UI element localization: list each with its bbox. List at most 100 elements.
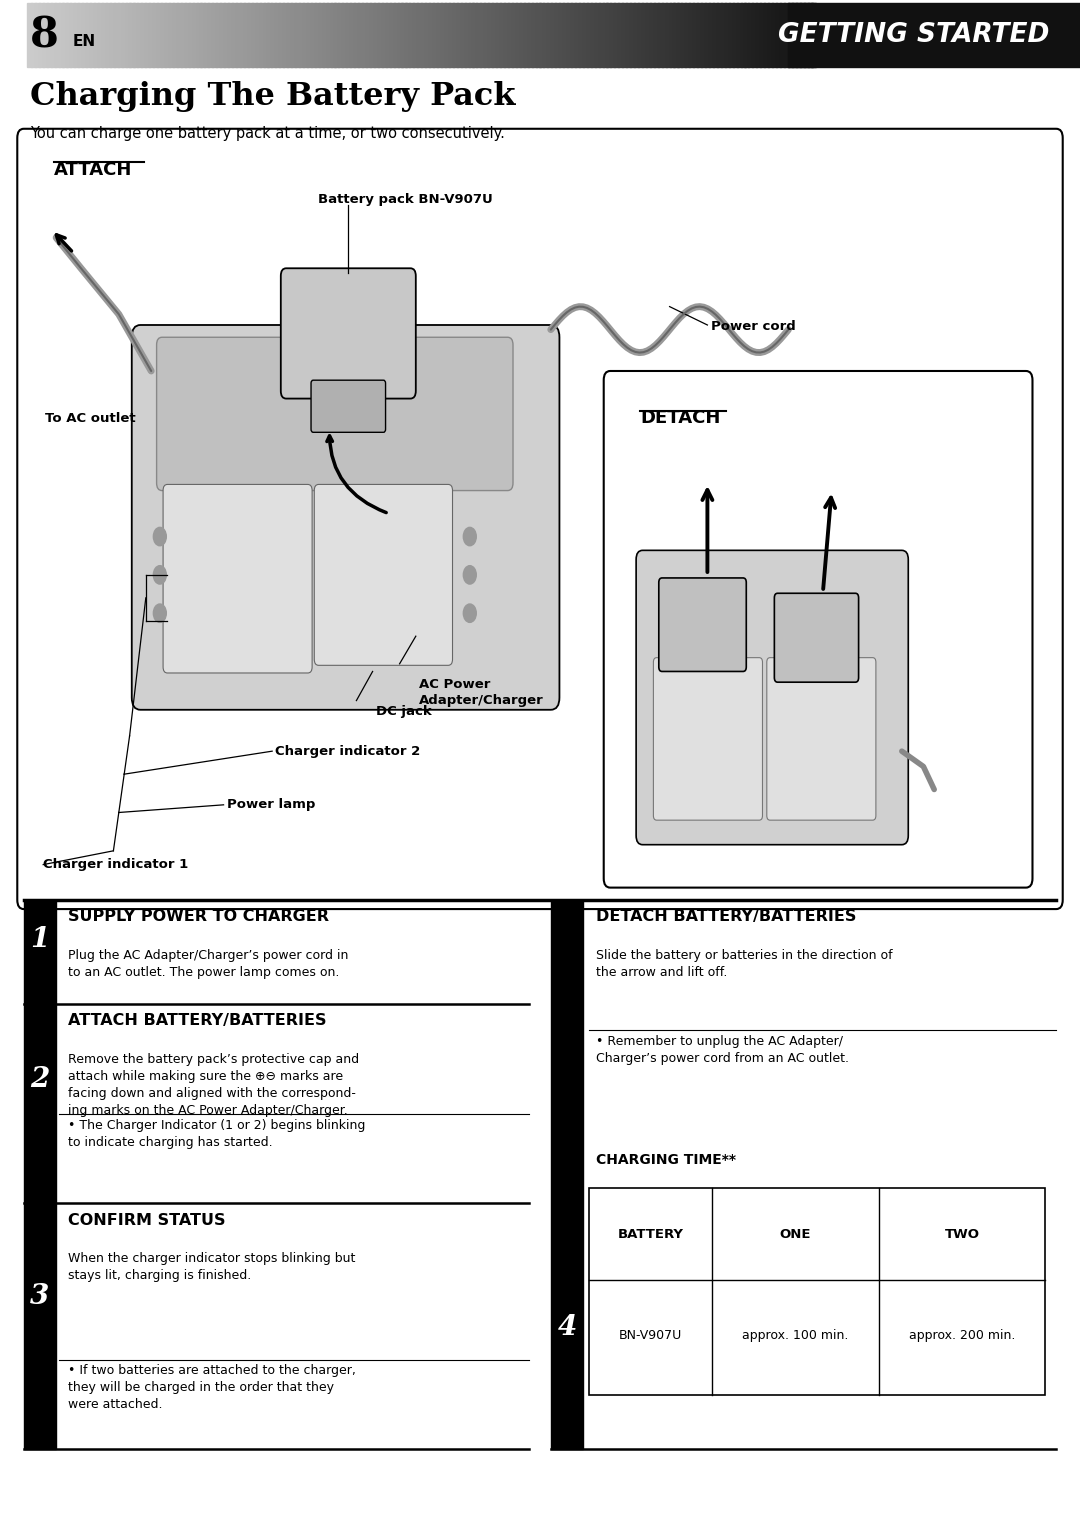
Bar <box>536 3 541 67</box>
Bar <box>417 3 422 67</box>
Bar <box>157 3 162 67</box>
Bar <box>551 3 556 67</box>
Bar <box>598 3 604 67</box>
Text: BATTERY: BATTERY <box>618 1228 684 1240</box>
Bar <box>299 3 305 67</box>
Bar <box>106 3 111 67</box>
Text: GETTING STARTED: GETTING STARTED <box>779 23 1050 48</box>
Text: 2: 2 <box>30 1067 50 1093</box>
Bar <box>504 3 509 67</box>
Bar <box>449 3 454 67</box>
Bar <box>586 3 592 67</box>
Bar <box>563 3 568 67</box>
Bar <box>307 3 312 67</box>
Bar <box>165 3 170 67</box>
Bar <box>799 3 805 67</box>
Bar <box>642 3 647 67</box>
Bar <box>472 3 477 67</box>
Bar <box>354 3 360 67</box>
Bar <box>201 3 205 67</box>
Bar <box>402 3 406 67</box>
Bar <box>24 1203 56 1449</box>
Text: You can charge one battery pack at a time, or two consecutively.: You can charge one battery pack at a tim… <box>30 126 505 141</box>
Text: DETACH BATTERY/BATTERIES: DETACH BATTERY/BATTERIES <box>596 909 856 924</box>
Bar <box>693 3 699 67</box>
Bar <box>804 3 809 67</box>
Bar <box>24 900 56 1004</box>
Bar <box>698 3 702 67</box>
Text: ONE: ONE <box>780 1228 811 1240</box>
Bar <box>330 3 336 67</box>
Bar <box>524 3 529 67</box>
Bar <box>772 3 778 67</box>
Bar <box>603 3 608 67</box>
Bar <box>374 3 379 67</box>
Bar <box>421 3 427 67</box>
Bar <box>551 900 583 1449</box>
Bar <box>464 3 470 67</box>
Bar <box>500 3 505 67</box>
Bar <box>319 3 324 67</box>
Bar <box>51 3 56 67</box>
Bar <box>168 3 174 67</box>
Bar <box>271 3 276 67</box>
Bar <box>414 3 418 67</box>
Bar <box>787 3 793 67</box>
Bar <box>488 3 494 67</box>
Bar <box>780 3 785 67</box>
Bar <box>256 3 260 67</box>
Text: Charging The Battery Pack: Charging The Battery Pack <box>30 81 516 112</box>
Bar <box>548 3 552 67</box>
Bar <box>393 3 399 67</box>
Text: approx. 100 min.: approx. 100 min. <box>742 1329 849 1341</box>
Bar <box>287 3 293 67</box>
Bar <box>177 3 181 67</box>
Bar <box>275 3 281 67</box>
Bar <box>744 3 750 67</box>
Bar <box>225 3 229 67</box>
FancyBboxPatch shape <box>636 550 908 845</box>
Bar <box>46 3 52 67</box>
Bar <box>283 3 288 67</box>
Bar <box>35 3 40 67</box>
Text: 4: 4 <box>557 1314 577 1341</box>
Bar <box>86 3 91 67</box>
Bar <box>232 3 237 67</box>
Bar <box>208 3 214 67</box>
Text: Power lamp: Power lamp <box>227 799 315 811</box>
Text: 3: 3 <box>30 1283 50 1311</box>
Text: Remove the battery pack’s protective cap and
attach while making sure the ⊕⊖ mar: Remove the battery pack’s protective cap… <box>68 1053 360 1118</box>
Bar <box>24 1004 56 1203</box>
Bar <box>519 3 525 67</box>
Bar <box>760 3 766 67</box>
Bar <box>662 3 666 67</box>
Text: Charger indicator 2: Charger indicator 2 <box>275 745 420 757</box>
Bar <box>615 3 620 67</box>
Text: BN-V907U: BN-V907U <box>619 1329 681 1341</box>
Bar <box>433 3 438 67</box>
Bar <box>705 3 710 67</box>
Bar <box>531 3 537 67</box>
Bar <box>137 3 143 67</box>
Bar <box>216 3 221 67</box>
Text: Power cord: Power cord <box>711 320 795 333</box>
Bar <box>75 3 79 67</box>
Text: Plug the AC Adapter/Charger’s power cord in
to an AC outlet. The power lamp come: Plug the AC Adapter/Charger’s power cord… <box>68 949 349 980</box>
Bar <box>512 3 517 67</box>
Bar <box>141 3 146 67</box>
Text: CHARGING TIME**: CHARGING TIME** <box>596 1153 737 1167</box>
Bar <box>753 3 757 67</box>
Bar <box>118 3 123 67</box>
Bar <box>784 3 788 67</box>
Bar <box>134 3 138 67</box>
Bar <box>426 3 430 67</box>
Bar <box>484 3 489 67</box>
Bar <box>811 3 816 67</box>
FancyBboxPatch shape <box>653 658 762 820</box>
Bar <box>653 3 659 67</box>
Bar <box>591 3 596 67</box>
Text: ATTACH BATTERY/BATTERIES: ATTACH BATTERY/BATTERIES <box>68 1013 326 1029</box>
Bar <box>252 3 257 67</box>
Bar <box>67 3 71 67</box>
Bar <box>39 3 44 67</box>
